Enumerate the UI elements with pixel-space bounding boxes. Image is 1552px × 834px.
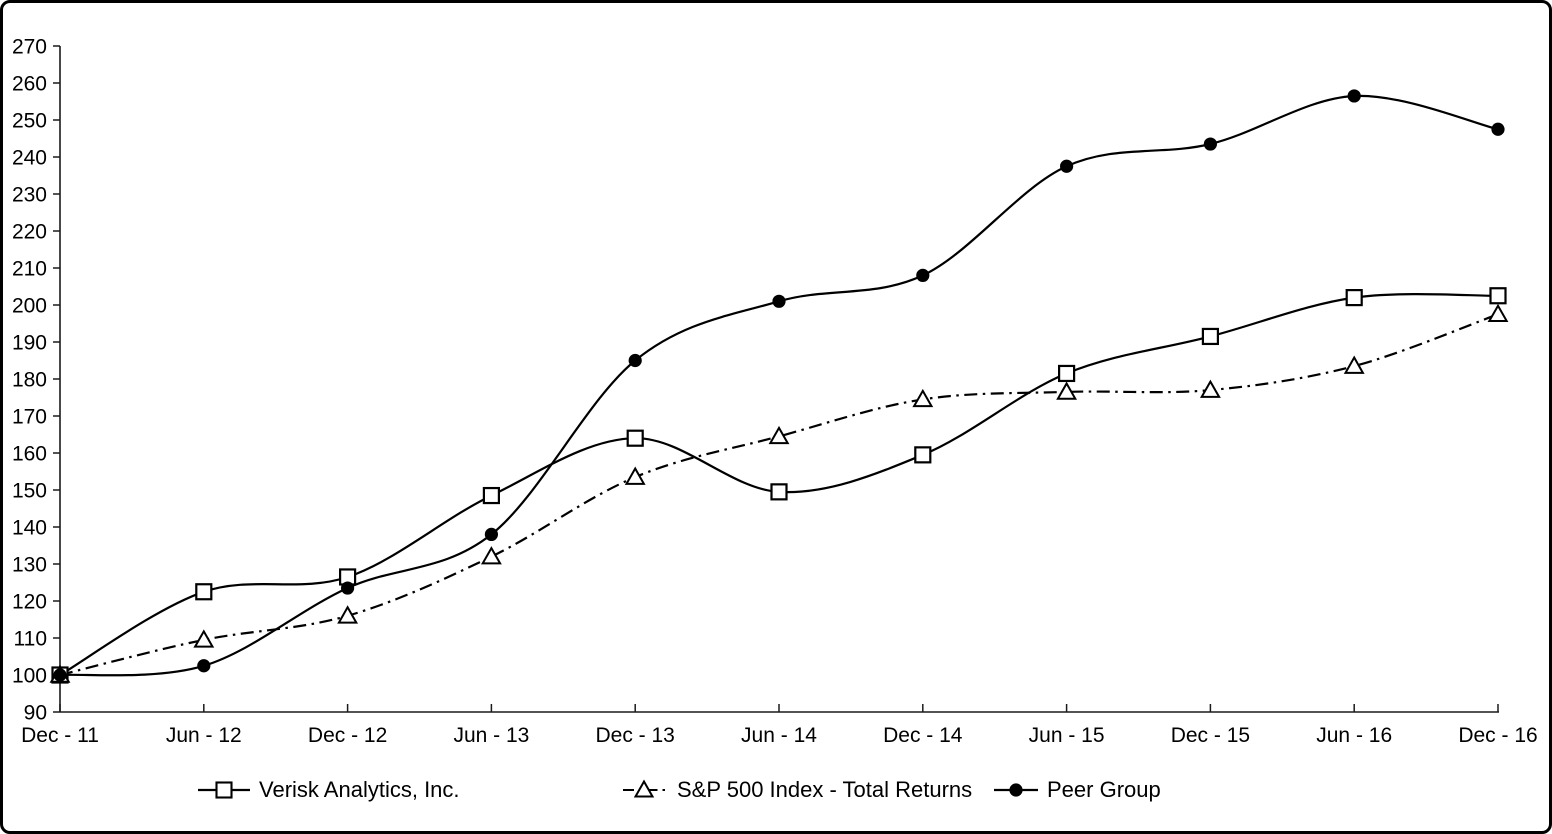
y-tick-label: 230 — [12, 184, 47, 207]
data-point-circle — [916, 268, 930, 282]
y-tick-label: 270 — [12, 36, 47, 59]
x-tick-label: Jun - 15 — [1029, 724, 1105, 747]
data-point-triangle — [337, 605, 359, 624]
data-point-circle — [772, 294, 786, 308]
data-point-circle — [1491, 122, 1505, 136]
data-point-triangle — [624, 466, 646, 485]
series-line-2 — [59, 94, 1499, 677]
chart-canvas: 90 100 110 120 130 140 150 160 170 180 190 200 210 22… — [12, 36, 1538, 748]
data-point-square — [482, 486, 500, 505]
data-point-triangle — [1343, 355, 1365, 374]
x-tick-label: Jun - 13 — [453, 724, 529, 747]
y-tick-label: 190 — [12, 332, 47, 355]
circle-marker-icon — [994, 783, 1038, 797]
square-marker-icon — [198, 781, 250, 799]
y-tick-label: 130 — [12, 554, 47, 577]
data-point-circle — [1347, 89, 1361, 103]
y-tick-label: 170 — [12, 406, 47, 429]
x-tick-label: Dec - 11 — [21, 724, 99, 747]
legend-label-peer-group: Peer Group — [1047, 777, 1161, 802]
data-point-circle — [341, 581, 355, 595]
data-point-triangle — [1487, 303, 1509, 323]
y-tick-label: 110 — [14, 628, 47, 651]
data-point-square — [195, 583, 213, 601]
y-tick-label: 140 — [12, 517, 47, 540]
x-tick-label: Dec - 16 — [1458, 724, 1537, 747]
data-point-square — [914, 446, 932, 464]
y-tick-label: 120 — [12, 591, 47, 614]
data-point-circle — [53, 668, 67, 682]
data-point-square — [1057, 364, 1076, 383]
data-point-circle — [197, 659, 211, 673]
y-tick-label: 150 — [12, 480, 47, 503]
legend-item-sp500: S&P 500 Index - Total Returns — [623, 775, 972, 805]
y-tick-label: 240 — [12, 147, 47, 170]
y-tick-label: 100 — [12, 665, 47, 688]
series-line-1 — [59, 313, 1499, 677]
data-point-triangle — [1199, 379, 1221, 398]
legend-label-verisk: Verisk Analytics, Inc. — [259, 777, 460, 802]
chart-legend: Verisk Analytics, Inc. S&P 500 Index - T… — [3, 775, 1549, 809]
legend-item-peer-group: Peer Group — [993, 775, 1161, 805]
data-point-circle — [484, 527, 498, 542]
data-point-square — [1201, 327, 1220, 346]
x-tick-label: Dec - 15 — [1171, 724, 1250, 747]
data-point-square — [626, 429, 644, 447]
legend-label-sp500: S&P 500 Index - Total Returns — [677, 777, 973, 802]
y-tick-label: 210 — [12, 258, 47, 281]
y-tick-label: 160 — [12, 443, 47, 466]
x-tick-label: Jun - 14 — [741, 724, 817, 747]
data-point-triangle — [480, 546, 502, 565]
y-tick-label: 200 — [12, 295, 47, 318]
data-point-triangle — [768, 425, 790, 445]
data-point-circle — [1060, 159, 1074, 173]
x-tick-label: Dec - 12 — [308, 724, 387, 747]
data-point-triangle — [1056, 381, 1078, 400]
legend-item-verisk: Verisk Analytics, Inc. — [197, 775, 460, 805]
data-point-triangle — [193, 629, 215, 648]
data-point-triangle — [912, 388, 934, 408]
data-point-circle — [1203, 137, 1217, 151]
x-tick-label: Dec - 14 — [883, 724, 963, 747]
y-tick-label: 180 — [12, 369, 47, 392]
triangle-marker-icon — [623, 779, 669, 798]
y-tick-label: 220 — [12, 221, 47, 244]
x-tick-label: Dec - 13 — [596, 724, 675, 747]
x-tick-label: Jun - 16 — [1316, 724, 1392, 747]
y-tick-label: 260 — [12, 73, 47, 96]
y-tick-label: 90 — [24, 702, 47, 725]
data-point-circle — [628, 353, 642, 368]
data-point-square — [770, 483, 788, 501]
data-point-square — [1489, 287, 1507, 305]
data-point-square — [1345, 289, 1363, 307]
y-tick-label: 250 — [12, 110, 47, 133]
x-tick-label: Jun - 12 — [166, 724, 242, 747]
